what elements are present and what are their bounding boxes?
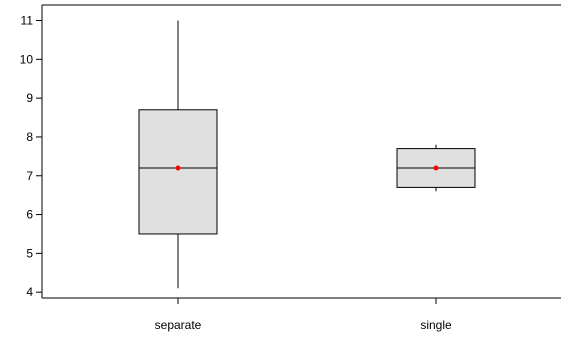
axes <box>36 4 561 304</box>
y-tick-label: 7 <box>26 169 33 183</box>
y-tick-label: 9 <box>26 91 33 105</box>
box-body <box>138 109 218 235</box>
y-tick-label: 10 <box>20 52 34 66</box>
y-tick-label: 11 <box>21 14 34 28</box>
y-tick-label: 6 <box>26 208 33 222</box>
y-tick-label: 4 <box>26 285 33 299</box>
box-single <box>396 144 476 192</box>
axis-labels: 4 5 6 7 8 9 10 11 separate single <box>20 14 452 332</box>
x-tick-label: single <box>420 318 452 332</box>
y-tick-label: 8 <box>26 130 33 144</box>
box-separate <box>138 20 218 289</box>
box-series <box>138 20 476 289</box>
y-tick-label: 5 <box>26 246 33 260</box>
x-tick-label: separate <box>155 318 202 332</box>
mean-marker <box>433 165 439 171</box>
mean-marker <box>175 165 181 171</box>
